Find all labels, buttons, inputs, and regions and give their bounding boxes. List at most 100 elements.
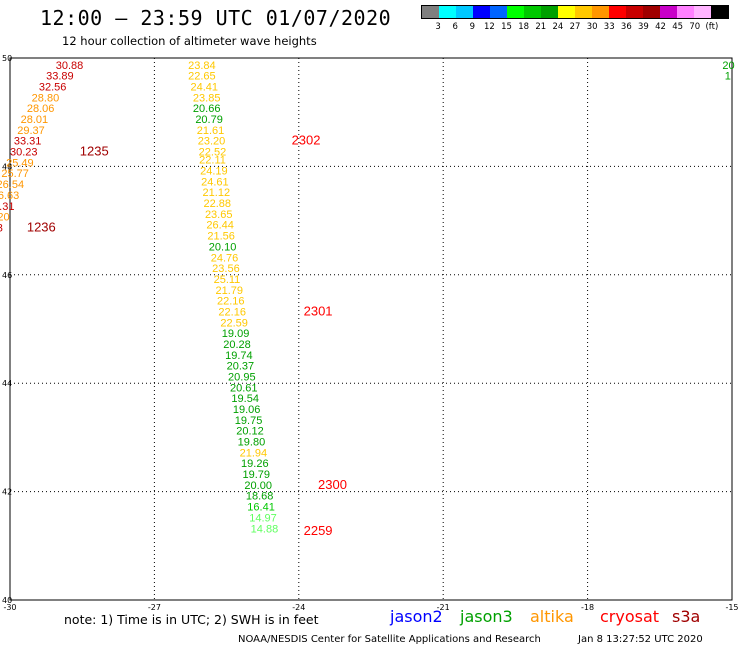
wave-height-value: 20.61 [230, 382, 258, 394]
wave-height-value: 19.74 [225, 350, 253, 362]
wave-height-value: 26.54 [0, 179, 24, 191]
legend-label: 3 [435, 22, 441, 32]
wave-height-value: 32.56 [39, 82, 67, 94]
legend-swatch [592, 6, 609, 18]
wave-height-value: 14.88 [251, 523, 279, 535]
legend-label: 39 [638, 22, 649, 32]
wave-height-value: 19.54 [231, 393, 259, 405]
map-frame [9, 57, 733, 601]
satellite-name: jason3 [460, 607, 513, 626]
legend-swatch [643, 6, 660, 18]
latitude-tick-label: 40 [2, 596, 12, 605]
wave-height-value: 21.79 [216, 285, 244, 297]
pass-time-label: 2301 [304, 303, 333, 318]
wave-height-value: 22.88 [203, 198, 231, 210]
wave-height-value: 22.52 [199, 147, 227, 159]
wave-height-value: 19.26 [241, 458, 269, 470]
pass-time-label: 1235 [80, 144, 109, 159]
wave-height-value: 20.00 [244, 480, 272, 492]
wave-height-value: 19.80 [238, 437, 266, 449]
latitude-tick-label: 46 [2, 271, 12, 280]
wave-height-value: 20.66 [193, 103, 221, 115]
wave-height-value: 30.23 [10, 147, 38, 159]
legend-label: 9 [469, 22, 476, 32]
latitude-tick-label: 44 [2, 379, 12, 388]
legend-swatch [626, 6, 643, 18]
wave-height-value: 23.84 [188, 60, 216, 72]
wave-height-value: 21.56 [207, 231, 235, 243]
legend-label: 18 [518, 22, 530, 32]
latitude-tick-label: 42 [2, 488, 12, 497]
longitude-tick-label: -30 [3, 603, 16, 612]
satellite-name: cryosat [600, 607, 660, 626]
legend-label: 36 [620, 22, 632, 32]
legend-label: 12 [484, 22, 495, 32]
wave-height-value: 33.89 [46, 71, 74, 83]
wave-height-value: 33.31 [14, 136, 42, 148]
page-subtitle: 12 hour collection of altimeter wave hei… [62, 34, 317, 48]
legend-swatch [490, 6, 507, 18]
legend-label: 45 [672, 22, 684, 32]
wave-height-value: 20.79 [195, 114, 223, 126]
wave-height-value: 30.31 [0, 201, 14, 213]
legend-label: 24 [552, 22, 564, 32]
legend-swatch [524, 6, 541, 18]
wave-height-value: 32.63 [0, 222, 3, 234]
wave-height-value: 19.79 [242, 469, 270, 481]
pass-time-label: 1236 [27, 219, 56, 234]
legend-swatch [541, 6, 558, 18]
wave-height-value: 20.10 [209, 241, 237, 253]
legend-swatch [694, 6, 711, 18]
legend-label: 21 [535, 22, 547, 32]
legend-label: 27 [569, 22, 581, 32]
wave-height-value: 18.68 [246, 491, 274, 503]
page-title: 12:00 – 23:59 UTC 01/07/2020 [40, 6, 392, 30]
wave-height-value: 22.59 [220, 317, 248, 329]
legend-swatch [711, 6, 728, 18]
legend-swatch [456, 6, 473, 18]
wave-height-value: 16.41 [247, 502, 275, 514]
wave-height-value: 24.76 [211, 252, 239, 264]
pass-time-label: 2300 [318, 477, 347, 492]
legend-label: 42 [655, 22, 666, 32]
longitude-tick-label: -24 [292, 603, 305, 612]
wave-height-value: 28.06 [27, 103, 55, 115]
latitude-tick-label: 50 [2, 54, 12, 63]
wave-height-value: 29.37 [17, 125, 45, 137]
wave-height-value: 20.28 [223, 339, 251, 351]
satellite-name: jason2 [390, 607, 443, 626]
legend-swatch [439, 6, 456, 18]
legend-label: 6 [452, 22, 458, 32]
wave-height-value: 23.65 [205, 209, 233, 221]
wave-height-value: 1 [725, 71, 731, 83]
legend-swatches [421, 5, 729, 19]
legend-swatch [575, 6, 592, 18]
longitude-tick-label: -27 [148, 603, 161, 612]
legend-swatch [677, 6, 694, 18]
wave-height-value: 19.75 [235, 415, 263, 427]
wave-height-value: 26.63 [0, 190, 19, 202]
legend-label: 30 [586, 22, 598, 32]
legend-label: 33 [603, 22, 615, 32]
legend-swatch [558, 6, 575, 18]
legend-swatch [660, 6, 677, 18]
wave-height-value: 25.11 [214, 274, 241, 286]
satellite-name: s3a [672, 607, 701, 626]
longitude-tick-label: -21 [437, 603, 450, 612]
wave-height-value: 24.41 [191, 82, 219, 94]
wave-height-value: 22.11 [199, 155, 226, 167]
legend-label: 15 [501, 22, 512, 32]
legend-label: (ft) [705, 22, 719, 32]
wave-height-value: 20.12 [236, 426, 264, 438]
wave-height-value: 20.95 [228, 371, 256, 383]
wave-height-value: 30.88 [56, 60, 84, 72]
wave-height-value: 19.09 [222, 328, 250, 340]
legend-swatch [473, 6, 490, 18]
wave-height-value: 21.12 [203, 187, 231, 199]
legend-labels: 3 6 9 12 15 18 21 24 27 30 33 36 39 42 45 70 (ft) [421, 19, 729, 33]
wave-height-value: 28.80 [32, 92, 60, 104]
wave-height-value: 22.65 [188, 71, 216, 83]
wave-height-value: 20.37 [227, 361, 255, 373]
credit-text: NOAA/NESDIS Center for Satellite Applica… [238, 634, 541, 645]
